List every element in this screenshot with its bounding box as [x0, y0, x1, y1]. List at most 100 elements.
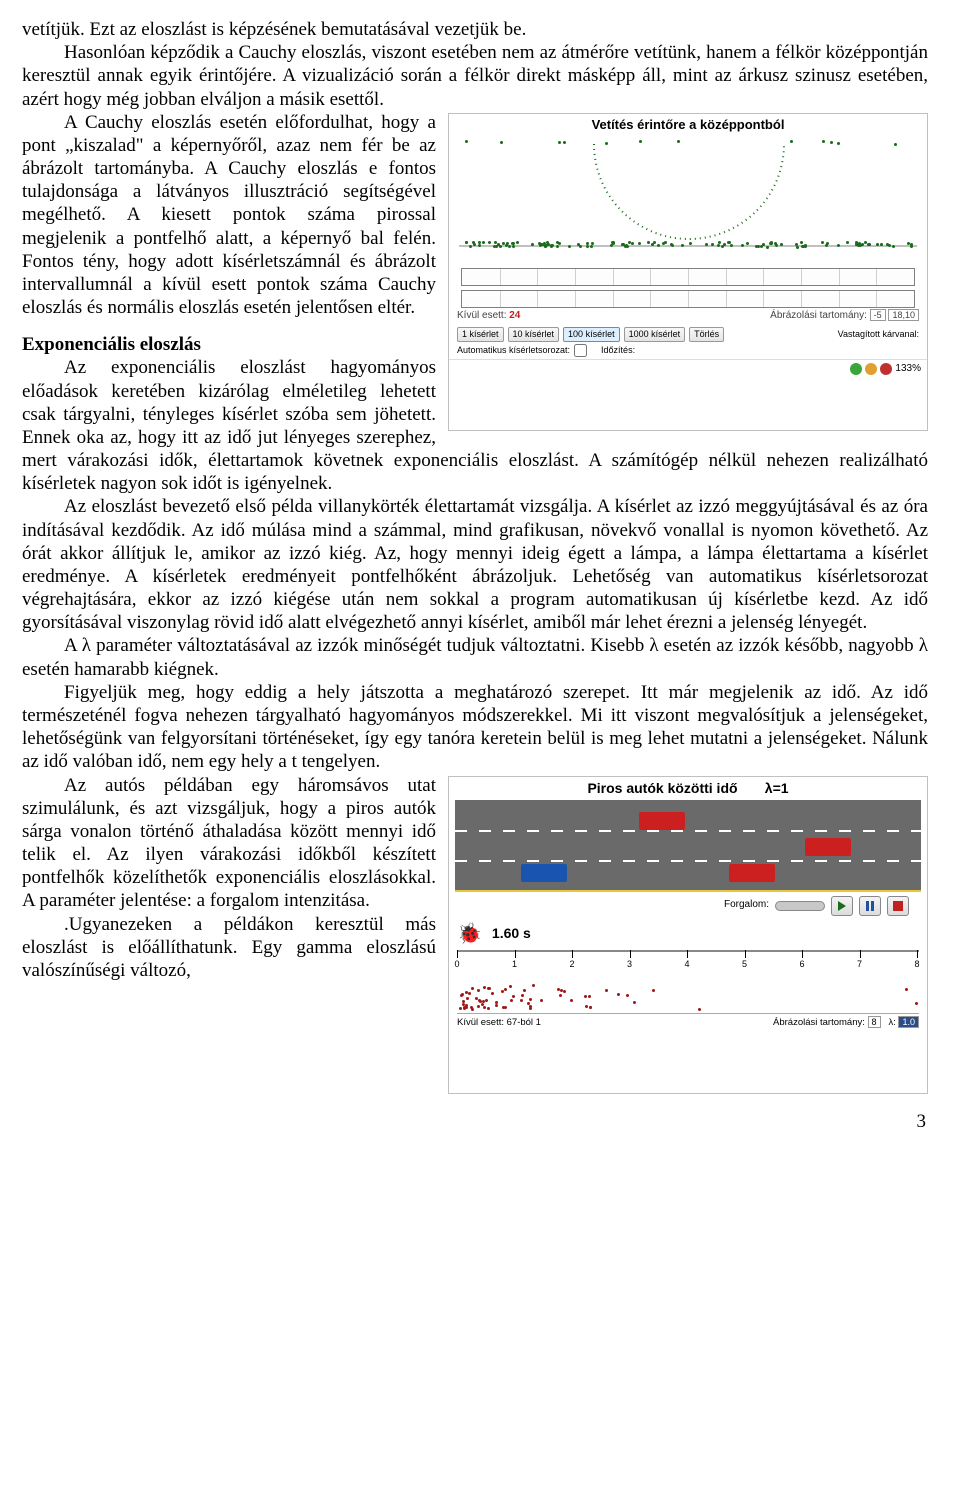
scatter-dot [465, 241, 468, 244]
scatter-dot [516, 241, 519, 244]
waiting-time-dot [570, 999, 573, 1002]
scatter-dot [499, 245, 502, 248]
pause-button[interactable] [859, 896, 881, 916]
waiting-time-dot [588, 995, 591, 998]
status-dot-green-icon [850, 363, 862, 375]
range-from-input[interactable]: -5 [870, 309, 886, 321]
waiting-time-dot [563, 990, 566, 993]
figure-2-title: Piros autók közötti idő [587, 780, 737, 796]
waiting-time-dot [559, 994, 562, 997]
waiting-time-dot [487, 1007, 490, 1010]
delay-label: Időzítés: [601, 345, 635, 356]
waiting-time-dot [540, 999, 543, 1002]
waiting-time-dot [512, 995, 515, 998]
scatter-top-dot [465, 140, 468, 143]
waiting-time-dot [491, 992, 494, 995]
scatter-dot [689, 242, 692, 245]
scatter-dot [705, 243, 708, 246]
bug-icon: 🐞 [457, 922, 482, 946]
range-to-input[interactable]: 18,10 [888, 309, 919, 321]
number-line-label: 3 [627, 959, 632, 970]
range-label: Ábrázolási tartomány: [770, 310, 867, 321]
stop-icon [893, 901, 903, 911]
zoom-level: 133% [895, 363, 921, 375]
scatter-dot [638, 242, 641, 245]
scatter-dot [590, 245, 593, 248]
traffic-slider[interactable] [775, 901, 825, 911]
waiting-time-dot [532, 984, 535, 987]
btn-clear[interactable]: Törlés [689, 327, 724, 342]
fallen-value: 24 [509, 310, 520, 321]
stop-button[interactable] [887, 896, 909, 916]
waiting-time-dot [626, 994, 629, 997]
number-line-label: 5 [742, 959, 747, 970]
btn-100-trial[interactable]: 100 kísérlet [563, 327, 620, 342]
scatter-top-dot [605, 142, 608, 145]
waiting-time-dot [915, 1002, 918, 1005]
scatter-dot [766, 246, 769, 249]
waiting-time-dot [529, 998, 532, 1001]
waiting-time-dot [584, 995, 587, 998]
scatter-dot [774, 242, 777, 245]
paragraph-2: Hasonlóan képződik a Cauchy eloszlás, vi… [22, 41, 928, 111]
scatter-dot [631, 242, 634, 245]
number-line-label: 0 [454, 959, 459, 970]
fallen-info: Kívül esett: 67-ból 1 [457, 1017, 541, 1029]
scatter-dot [800, 241, 803, 244]
paragraph-5: Az eloszlást bevezető első példa villany… [22, 495, 928, 634]
number-line-tick [745, 950, 746, 958]
waiting-time-dot [520, 999, 523, 1002]
waiting-time-dot [470, 1006, 473, 1009]
waiting-time-dot [529, 1007, 532, 1010]
play-button[interactable] [831, 896, 853, 916]
scatter-dot [821, 241, 824, 244]
paragraph-1-first: vetítjük. Ezt az eloszlást is képzésének… [22, 18, 928, 41]
waiting-time-dot [501, 990, 504, 993]
auto-sequence-checkbox[interactable] [574, 344, 587, 357]
waiting-times-scatter [457, 978, 919, 1014]
car [521, 864, 567, 882]
number-line-tick [572, 950, 573, 958]
waiting-time-dot [459, 1007, 462, 1010]
waiting-time-dot [483, 986, 486, 989]
number-line-tick [630, 950, 631, 958]
timer-value: 1.60 s [492, 925, 531, 942]
scatter-dot [625, 244, 628, 247]
waiting-time-dot [698, 1008, 701, 1011]
btn-10-trial[interactable]: 10 kísérlet [508, 327, 560, 342]
scatter-dot [826, 242, 829, 245]
number-line-tick [802, 950, 803, 958]
scatter-top-dot [837, 142, 840, 145]
waiting-time-dot [905, 988, 908, 991]
scatter-dot [556, 245, 559, 248]
scatter-dot [717, 244, 720, 247]
lambda-input[interactable]: 1.0 [898, 1016, 919, 1028]
range-label-2: Ábrázolási tartomány: [773, 1017, 865, 1028]
scatter-dot [664, 241, 667, 244]
scatter-dot [478, 244, 481, 247]
scatter-dot [505, 244, 508, 247]
range-to-2[interactable]: 8 [868, 1016, 881, 1028]
waiting-time-dot [589, 1006, 592, 1009]
play-icon [837, 901, 847, 911]
waiting-time-dot [521, 994, 524, 997]
figure-cauchy-projection: Vetítés érintőre a középpontból (functio… [448, 113, 928, 431]
btn-1-trial[interactable]: 1 kísérlet [457, 327, 504, 342]
number-line-tick [687, 950, 688, 958]
scatter-dot [796, 246, 799, 249]
number-line-label: 8 [914, 959, 919, 970]
waiting-time-dot [477, 989, 480, 992]
scatter-top-dot [639, 140, 642, 143]
yellow-detector-line [455, 890, 921, 892]
btn-1000-trial[interactable]: 1000 kísérlet [624, 327, 686, 342]
scatter-top-dot [500, 141, 503, 144]
scatter-dot [488, 241, 491, 244]
waiting-time-dot [485, 999, 488, 1002]
semicircle-plot: (function(){ var area=document.currentSc… [449, 134, 927, 264]
waiting-time-dot [465, 1006, 468, 1009]
forgalom-label: Forgalom: [724, 899, 769, 911]
scatter-dot [628, 241, 631, 244]
scatter-dot [610, 244, 613, 247]
waiting-time-dot [509, 985, 512, 988]
waiting-time-dot [466, 997, 469, 1000]
